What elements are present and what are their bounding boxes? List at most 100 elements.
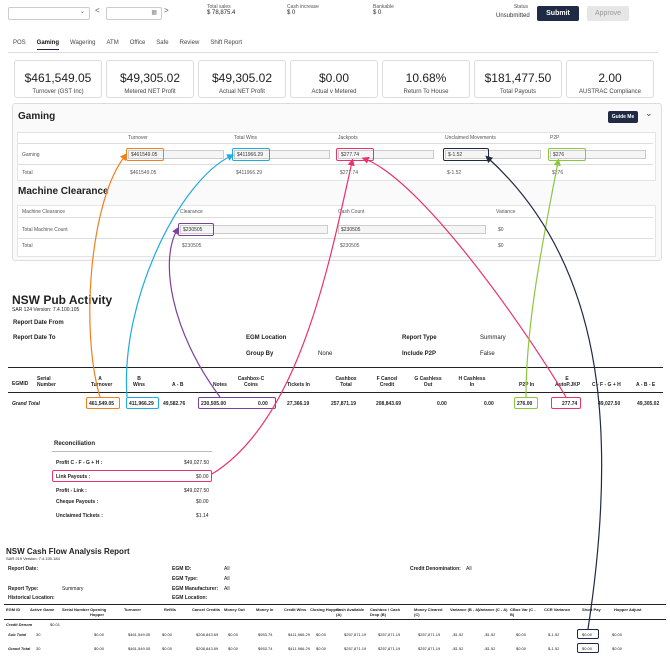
col-cfgh: C - F - G + H	[592, 382, 621, 388]
gt-a-b: 49,582.76	[163, 401, 186, 407]
cf-col-1: Active Game	[30, 607, 55, 612]
cf-sub-val-5: $953.74	[258, 632, 273, 637]
cf-grand-val-5: $953.74	[258, 646, 273, 651]
recon-link-label: Link Payouts :	[56, 474, 91, 480]
cf-sub-val-9: $257,871.19	[378, 632, 401, 637]
guide-me-button[interactable]: Guide Me	[608, 111, 638, 123]
cf-col-12: Cashbox / Cash Drop (B)	[370, 607, 401, 617]
report-date-from: Report Date From	[13, 320, 64, 326]
highlight-cf-ccr-sub	[577, 629, 599, 639]
col-wins: B Wins	[133, 376, 145, 388]
location-select[interactable]: ⌄	[8, 7, 90, 20]
cf-sub-val-16: $0.00	[612, 632, 623, 637]
recon-profit-link-label: Profit - Link :	[56, 488, 87, 494]
recon-unclaimed-label: Unclaimed Tickets :	[56, 513, 103, 519]
cf-grand-val-13: $0.00	[516, 646, 527, 651]
cf-col-10: Closing Hopper	[310, 607, 340, 612]
gaming-title: Gaming	[18, 111, 56, 122]
cf-sub-val-1: $461,549.05	[128, 632, 151, 637]
p2p-input[interactable]: $276	[550, 150, 646, 159]
tab-pos[interactable]: POS	[13, 40, 26, 46]
machine-header-cash-count: Cash Count	[338, 209, 365, 215]
gt-tickets-in: 27,366.19	[287, 401, 310, 407]
total-wins-input[interactable]: $411966.29	[234, 150, 330, 159]
tab-shift-report[interactable]: Shift Report	[210, 40, 242, 46]
card-total-payouts: $181,477.50 Total Payouts	[474, 60, 562, 98]
cf-report-date: Report Date:	[8, 566, 39, 572]
cf-egm-type: EGM Type:	[172, 576, 198, 582]
cashflow-grand-total-row: $0.00 $461,549.05 $0.00 $208,843.69 $0.00 $95…	[0, 646, 670, 652]
cf-egm-id-value: All	[224, 566, 230, 572]
machine-header-variance: Variance	[496, 209, 516, 215]
card-turnover: $461,549.05 Turnover (GST Inc)	[14, 60, 102, 98]
clearance-input[interactable]: $230505	[180, 225, 328, 234]
arrow-link-payouts	[211, 158, 355, 475]
gt-wins: 411,966.29	[129, 401, 154, 407]
arrow-clearance	[168, 226, 221, 398]
cf-col-2: Serial Number	[62, 607, 90, 612]
report-date-to: Report Date To	[13, 335, 56, 341]
machine-row-label: Total Machine Count	[22, 227, 68, 233]
cf-col-7: Money Out	[224, 607, 245, 612]
cf-egm-id: EGM ID:	[172, 566, 192, 572]
tab-atm[interactable]: ATM	[106, 40, 119, 46]
cf-col-9: Credit Wins	[284, 607, 307, 612]
cf-hist-location: Historical Location:	[8, 595, 55, 601]
tab-wagering[interactable]: Wagering	[70, 40, 96, 46]
cf-sub-val-6: $411,966.29	[288, 632, 310, 637]
highlight-p2p	[548, 148, 586, 161]
approve-button[interactable]: Approve	[587, 6, 629, 21]
stat-cash-increase: Cash increase $ 0	[287, 4, 319, 16]
highlight-gt-autopjkp	[551, 397, 581, 409]
highlight-gt-p2p	[514, 397, 538, 409]
status: Status	[513, 4, 528, 10]
cf-grand-val-16: $0.00	[612, 646, 623, 651]
gaming-header-p2p: P2P	[550, 135, 560, 141]
reconciliation-title: Reconciliation	[54, 441, 96, 447]
cf-sub-val-13: $0.00	[516, 632, 527, 637]
cashflow-version: SAR 219 Version: 7.4.100.184	[6, 556, 60, 561]
cf-grand-val-8: $257,871.19	[344, 646, 367, 651]
cashflow-sub-total-row: $0.00 $461,549.05 $0.00 $208,843.69 $0.00 $95…	[0, 632, 670, 638]
cf-credit-denom: Credit Denomination:	[410, 566, 461, 572]
gt-coins: 0.00	[258, 401, 268, 407]
cf-grand-total-count: 30	[36, 646, 41, 651]
recon-profit-link-value: $49,027.50	[184, 488, 210, 494]
cf-sub-val-0: $0.00	[94, 632, 105, 637]
card-return-to-house: 10.68% Return To House	[382, 60, 470, 98]
gaming-header-turnover: Turnover	[128, 135, 148, 141]
total-unclaimed: $-1.52	[447, 170, 462, 176]
calendar-icon: ▦	[151, 10, 157, 16]
tab-office[interactable]: Office	[129, 40, 146, 46]
cash-count-input[interactable]: $230505	[338, 225, 486, 234]
tab-review[interactable]: Review	[179, 40, 200, 46]
tab-safe[interactable]: Safe	[156, 40, 169, 46]
cf-report-type: Report Type:	[8, 586, 39, 592]
cashflow-title: NSW Cash Flow Analysis Report	[6, 547, 130, 556]
col-turnover: A Turnover	[91, 376, 113, 388]
gt-cfgh: 49,027.50	[598, 401, 621, 407]
next-date-button[interactable]: >	[164, 6, 169, 15]
cf-col-5: Refills	[164, 607, 177, 612]
cf-grand-total-label: Grand Total	[8, 646, 31, 651]
col-autopjkp: E AutoP.JKP	[555, 376, 581, 388]
cf-col-17: CCR Variance	[544, 607, 571, 612]
arrow-jackpots	[361, 156, 567, 398]
jackpots-input[interactable]: $277.74	[338, 150, 434, 159]
tab-gaming[interactable]: Gaming	[36, 40, 60, 50]
include-p2p-value: False	[480, 351, 495, 357]
cf-col-19: Hopper Adjust	[614, 607, 642, 612]
prev-date-button[interactable]: <	[95, 6, 100, 15]
cf-grand-val-7: $0.00	[316, 646, 327, 651]
date-input[interactable]: ▦	[106, 7, 162, 20]
col-cancel-credit: F Cancel Credit	[376, 376, 398, 388]
turnover-input[interactable]: $461549.05	[128, 150, 224, 159]
gaming-header-jackpots: Jackpots	[338, 135, 358, 141]
collapse-chevron-icon[interactable]: ⌄	[645, 108, 653, 118]
cf-sub-val-10: $257,871.19	[418, 632, 441, 637]
arrow-wins	[125, 154, 235, 398]
submit-button[interactable]: Submit	[537, 6, 579, 21]
cf-col-11: Cash Available (A)	[336, 607, 365, 617]
total-p2p: $276	[552, 170, 564, 176]
cf-grand-val-1: $461,549.05	[128, 646, 151, 651]
